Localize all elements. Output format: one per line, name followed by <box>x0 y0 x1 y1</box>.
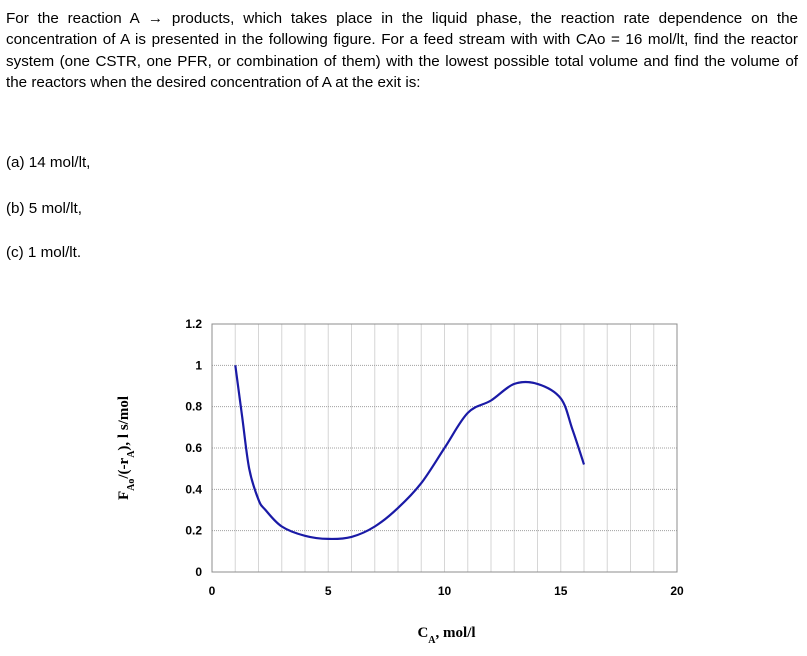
problem-statement: For the reaction A → products, which tak… <box>6 8 798 94</box>
part-a: (a) 14 mol/lt, <box>6 154 91 171</box>
x-tick-label: 0 <box>209 584 216 598</box>
x-tick-label: 20 <box>670 584 684 598</box>
y-tick-label: 0 <box>195 565 202 579</box>
y-tick-label: 1.2 <box>185 317 202 331</box>
x-axis-label: CA, mol/l <box>417 625 475 646</box>
y-tick-label: 0.6 <box>185 441 202 455</box>
problem-text: For the reaction A → products, which tak… <box>6 10 798 92</box>
part-c: (c) 1 mol/lt. <box>6 244 82 261</box>
part-b: (b) 5 mol/lt, <box>6 200 82 217</box>
y-tick-label: 1 <box>195 358 202 372</box>
x-tick-label: 5 <box>325 584 332 598</box>
x-tick-label: 10 <box>438 584 452 598</box>
x-tick-label: 15 <box>554 584 568 598</box>
y-axis-label: FAo/(-rA), l s/mol <box>116 396 137 500</box>
y-tick-label: 0.4 <box>185 482 202 496</box>
data-line <box>234 365 586 541</box>
y-tick-label: 0.2 <box>185 524 202 538</box>
plot-area <box>211 323 678 573</box>
tick-labels: 0 5 10 15 20 0 0.2 0.4 0.6 0.8 1 1.2 <box>185 317 684 598</box>
y-tick-label: 0.8 <box>185 400 202 414</box>
